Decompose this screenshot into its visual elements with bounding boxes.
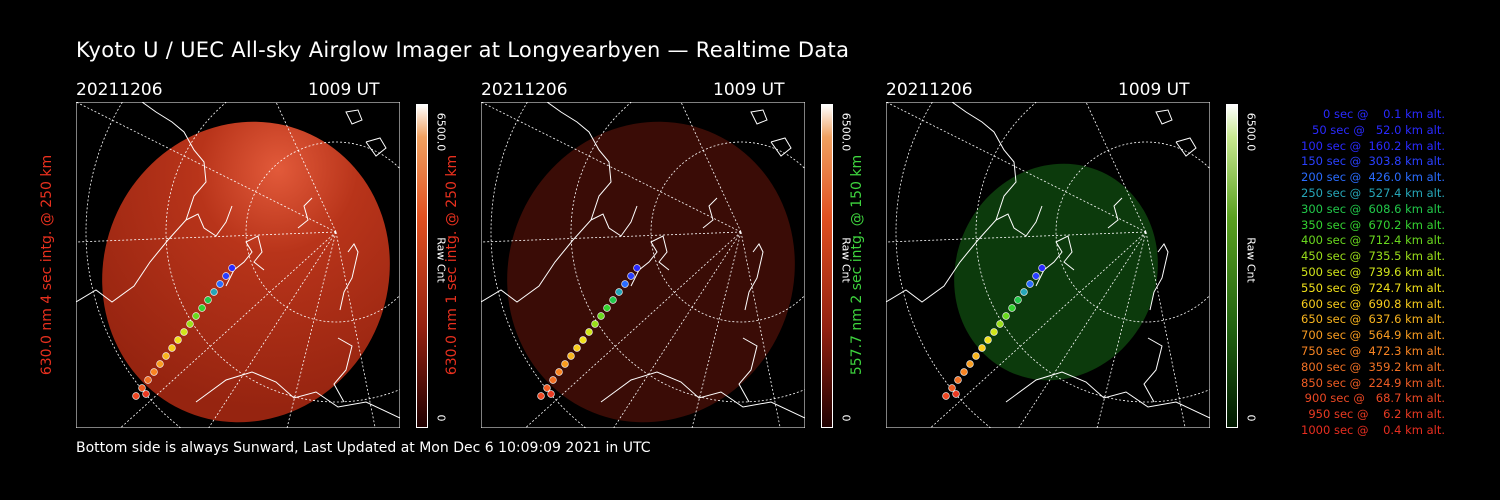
colorbar: [416, 104, 428, 428]
colorbar-min: 0: [1244, 414, 1258, 422]
legend-row: 650 sec @ 637.6 km alt.: [1297, 312, 1445, 327]
legend-row: 750 sec @ 472.3 km alt.: [1297, 343, 1445, 358]
coastline: [886, 102, 1210, 419]
airglow-image: [954, 163, 1158, 381]
coastline: [76, 102, 400, 419]
panel-date: 20211206: [481, 80, 568, 100]
satellite-track: [942, 264, 1046, 400]
legend-row: 50 sec @ 52.0 km alt.: [1304, 122, 1445, 137]
legend-row: 850 sec @ 224.9 km alt.: [1297, 375, 1445, 390]
panel-time: 1009 UT: [1118, 80, 1190, 100]
legend-row: 1000 sec @ 0.4 km alt.: [1301, 422, 1445, 437]
imager-panel-3: 20211206 1009 UT 557.7 nm 2 sec intg. @ …: [849, 80, 1316, 440]
panel-date: 20211206: [76, 80, 163, 100]
panel-time: 1009 UT: [308, 80, 380, 100]
panel-date: 20211206: [886, 80, 973, 100]
footer-note: Bottom side is always Sunward, Last Upda…: [76, 440, 651, 456]
colorbar: [1226, 104, 1238, 428]
legend-row: 200 sec @ 426.0 km alt.: [1297, 170, 1445, 185]
legend-row: 150 sec @ 303.8 km alt.: [1297, 154, 1445, 169]
side-label: 557.7 nm 2 sec intg. @ 150 km: [849, 154, 865, 376]
legend-row: 700 sec @ 564.9 km alt.: [1297, 328, 1445, 343]
coastline: [481, 102, 805, 419]
imager-panel-2: 20211206 1009 UT 630.0 nm 1 sec intg. @ …: [444, 80, 911, 440]
legend-row: 450 sec @ 735.5 km alt.: [1297, 249, 1445, 264]
colorbar-unit: Raw Cnt: [1244, 237, 1258, 283]
allsky-map: [481, 102, 805, 428]
allsky-map: [76, 102, 400, 428]
colorbar-max: 6500.0: [1244, 112, 1258, 152]
legend-row: 350 sec @ 670.2 km alt.: [1297, 217, 1445, 232]
side-label: 630.0 nm 4 sec intg. @ 250 km: [39, 154, 55, 376]
legend-row: 400 sec @ 712.4 km alt.: [1297, 233, 1445, 248]
legend-row: 300 sec @ 608.6 km alt.: [1297, 201, 1445, 216]
legend-row: 800 sec @ 359.2 km alt.: [1297, 359, 1445, 374]
allsky-map: [886, 102, 1210, 428]
altitude-legend: 0 sec @ 0.1 km alt. 50 sec @ 52.0 km alt…: [1265, 107, 1445, 439]
satellite-track: [537, 264, 641, 400]
legend-row: 600 sec @ 690.8 km alt.: [1297, 296, 1445, 311]
colorbar: [821, 104, 833, 428]
legend-row: 900 sec @ 68.7 km alt.: [1301, 391, 1445, 406]
legend-row: 950 sec @ 6.2 km alt.: [1304, 407, 1445, 422]
side-label: 630.0 nm 1 sec intg. @ 250 km: [444, 154, 460, 376]
legend-row: 100 sec @ 160.2 km alt.: [1297, 138, 1445, 153]
imager-panel-1: 20211206 1009 UT 630.0 nm 4 sec intg. @ …: [39, 80, 506, 440]
legend-row: 550 sec @ 724.7 km alt.: [1297, 280, 1445, 295]
page-title: Kyoto U / UEC All-sky Airglow Imager at …: [76, 38, 850, 62]
satellite-track: [132, 264, 236, 400]
legend-row: 0 sec @ 0.1 km alt.: [1312, 107, 1445, 121]
legend-row: 500 sec @ 739.6 km alt.: [1297, 264, 1445, 279]
panel-time: 1009 UT: [713, 80, 785, 100]
legend-row: 250 sec @ 527.4 km alt.: [1297, 185, 1445, 200]
